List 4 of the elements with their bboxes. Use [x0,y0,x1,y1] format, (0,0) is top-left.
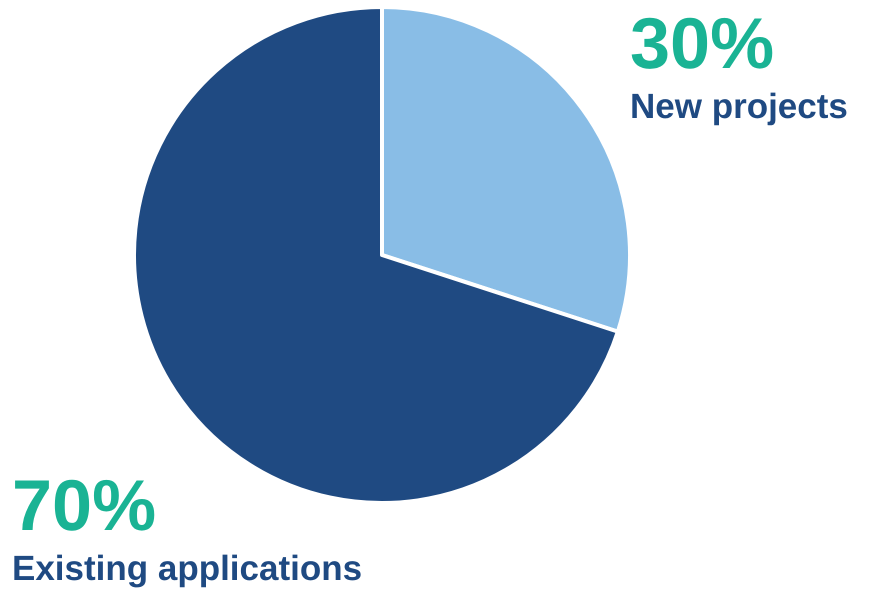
data-label: 30% [630,4,774,84]
slice-label: Existing applications [12,549,362,588]
data-label: 70% [12,466,156,546]
slice-label: New projects [630,87,848,126]
